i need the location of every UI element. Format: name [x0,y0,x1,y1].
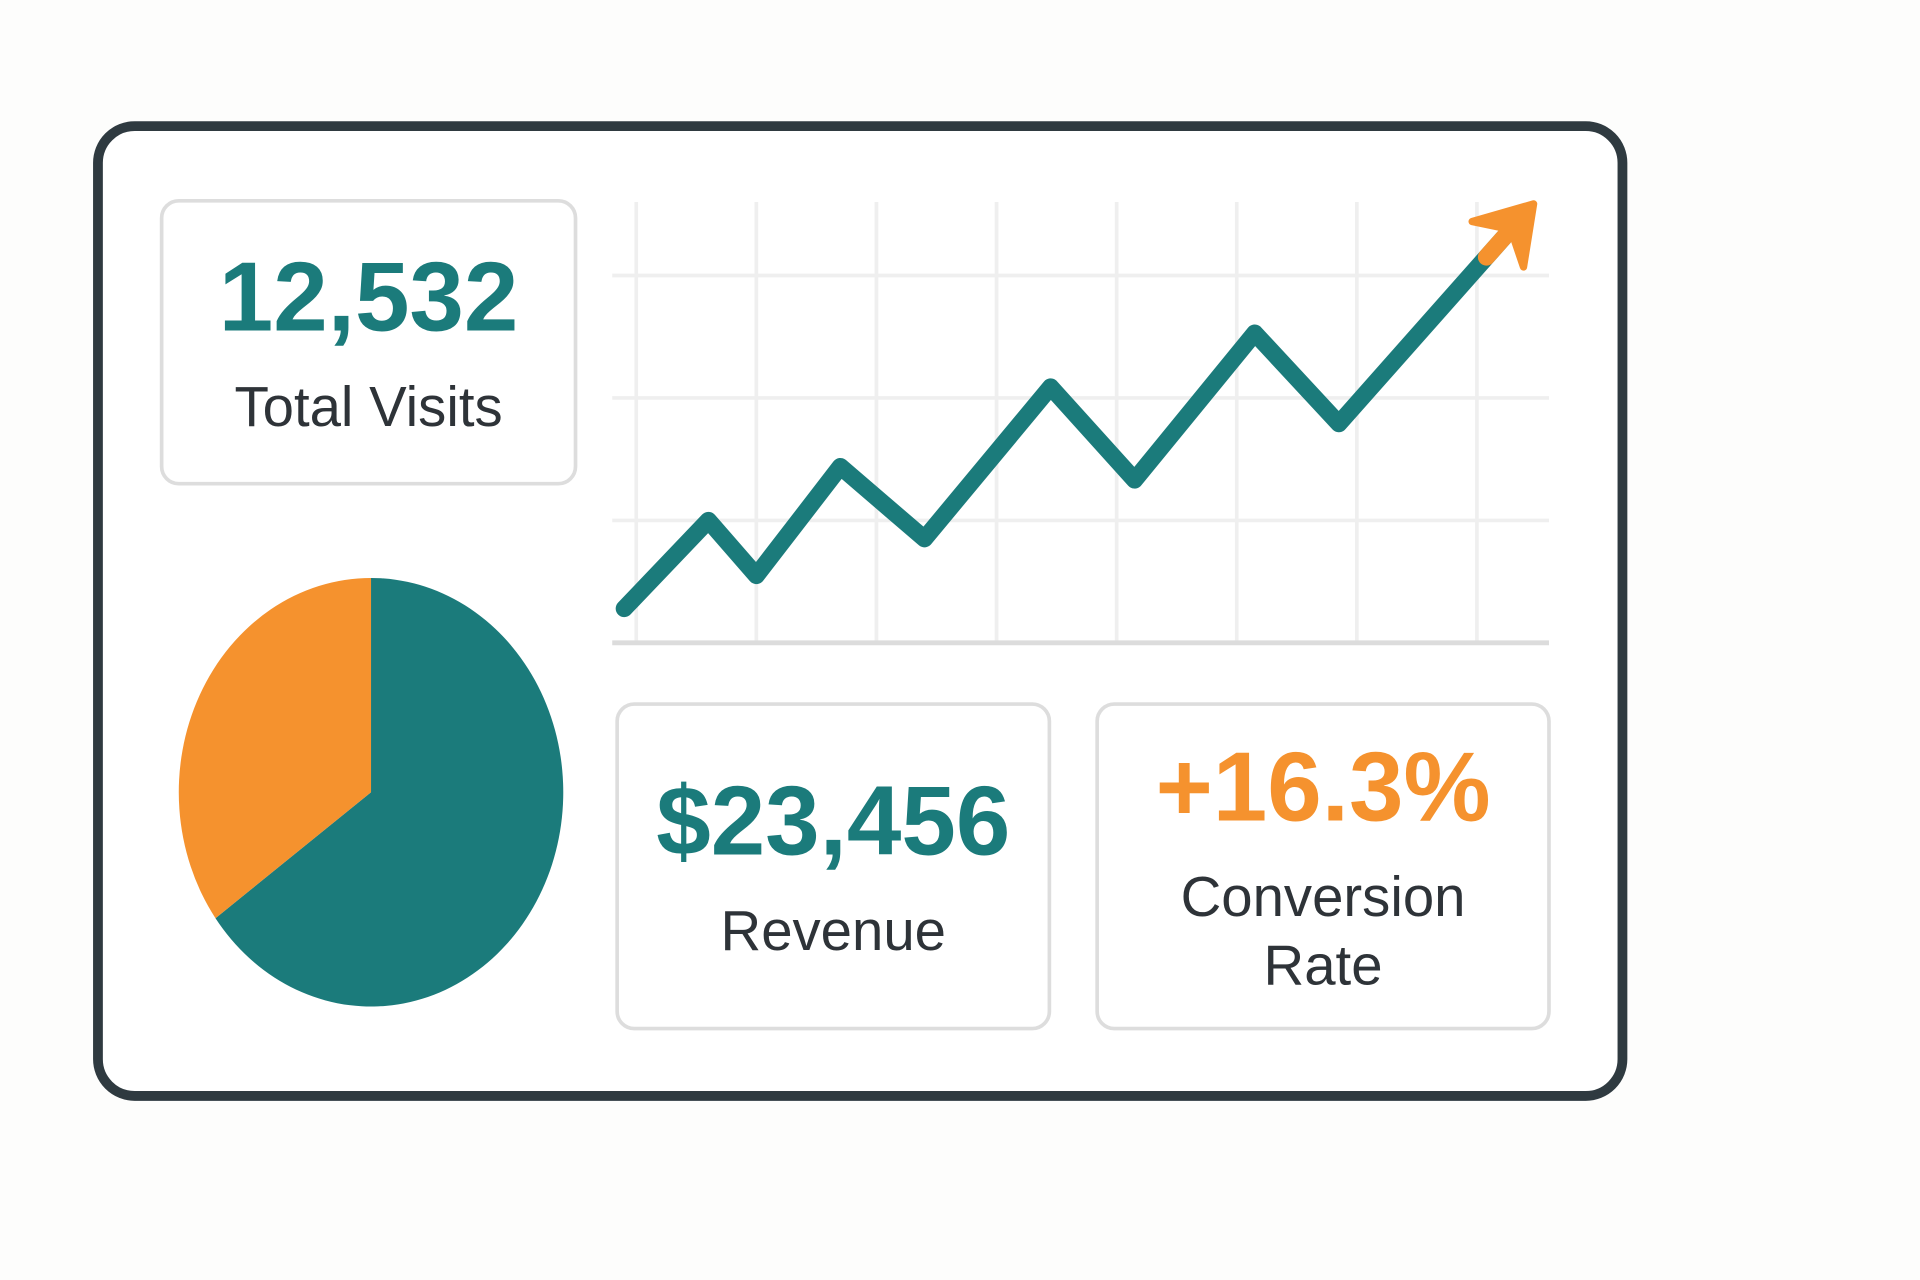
kpi-card [1095,702,1551,1031]
trend-line [615,211,1528,618]
kpi-card-content: +16.3% Conversion Rate [1097,704,1549,1028]
kpi-card-body: $23,456 Revenue [617,704,1049,1028]
kpi-value: 12,532 [218,242,519,352]
kpi-label: Revenue [720,898,946,963]
kpi-value: $23,456 [656,766,1011,876]
kpi-card-content: $23,456 Revenue [617,704,1049,1028]
kpi-card [615,702,1052,1031]
pie-slice [215,577,564,1007]
kpi-card-body: 12,532 Total Visits [162,201,576,484]
kpi-label: Total Visits [234,374,503,439]
kpi-card-body: +16.3% Conversion Rate [1097,704,1549,1028]
kpi-card [159,198,578,486]
pie-slice [178,577,372,919]
kpi-value: +16.3% [1155,732,1491,842]
kpi-card-content: 12,532 Total Visits [162,201,576,484]
kpi-label: Conversion Rate [1180,864,1466,997]
trend-arrow-head [1468,200,1538,271]
